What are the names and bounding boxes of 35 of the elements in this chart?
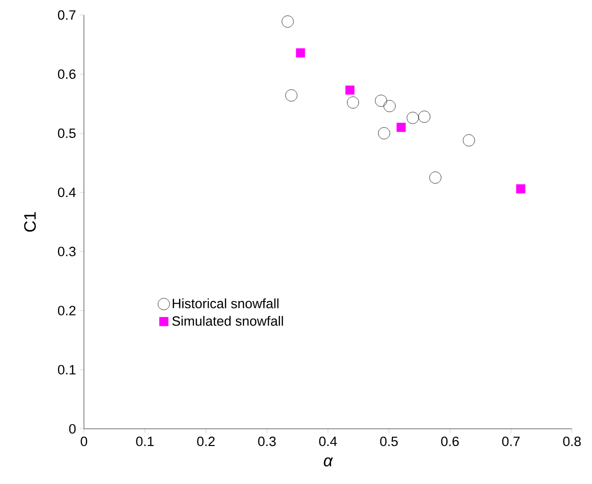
point bbox=[296, 48, 306, 58]
point bbox=[345, 86, 354, 95]
point bbox=[516, 184, 526, 194]
y-tick-label: 0.6 bbox=[58, 69, 76, 79]
y-axis-title: C1 bbox=[24, 212, 36, 232]
point bbox=[406, 112, 419, 124]
point bbox=[384, 100, 396, 112]
x-tick-label: 0.1 bbox=[136, 436, 154, 446]
x-axis-title: α bbox=[324, 457, 334, 467]
point bbox=[462, 134, 475, 146]
point bbox=[418, 110, 430, 123]
y-tick-label: 0 bbox=[69, 424, 76, 434]
x-tick-label: 0.8 bbox=[563, 436, 581, 446]
x-tick-label: 0.7 bbox=[502, 436, 520, 446]
y-tick-label: 0.1 bbox=[58, 364, 76, 375]
legend-label: Simulated snowfall bbox=[172, 316, 283, 326]
x-tick-label: 0.5 bbox=[380, 436, 398, 446]
point bbox=[346, 96, 359, 109]
x-tick-label: 0.3 bbox=[258, 436, 276, 446]
y-tick-label: 0.5 bbox=[58, 128, 76, 138]
point bbox=[282, 16, 294, 28]
y-tick-label: 0.2 bbox=[58, 306, 76, 316]
y-tick-label: 0.3 bbox=[58, 246, 76, 256]
x-tick-label: 0 bbox=[80, 436, 88, 446]
point bbox=[429, 172, 442, 184]
x-tick-label: 0.4 bbox=[319, 436, 337, 446]
x-tick-label: 0.2 bbox=[197, 436, 215, 446]
point bbox=[375, 94, 388, 107]
point bbox=[285, 89, 298, 102]
point bbox=[396, 122, 406, 132]
point bbox=[378, 127, 390, 140]
y-tick-label: 0.7 bbox=[58, 10, 76, 20]
legend-label: Historical snowfall bbox=[172, 298, 278, 308]
y-tick-label: 0.4 bbox=[58, 188, 76, 198]
x-tick-label: 0.6 bbox=[441, 436, 459, 446]
